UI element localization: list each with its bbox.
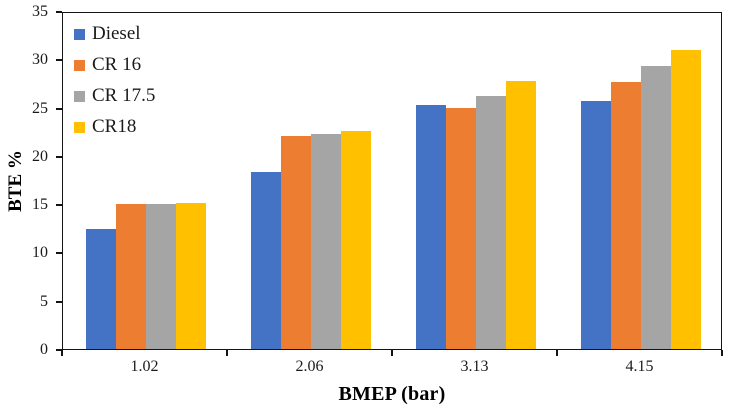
bar-cr-16-4.15: [610, 82, 641, 349]
x-tick-mark: [226, 350, 228, 356]
y-tick-label-30: 30: [32, 51, 48, 69]
bar-cr18-4.15: [670, 49, 701, 349]
legend-swatch-icon: [74, 59, 85, 71]
y-tick-mark: [56, 252, 62, 255]
bar-cr-16-1.02: [115, 204, 146, 349]
x-category-label-2.06: 2.06: [295, 358, 324, 375]
y-tick-label-20: 20: [32, 147, 48, 165]
x-tick-mark: [556, 350, 558, 356]
y-tick-label-5: 5: [40, 292, 48, 310]
x-tick-mark: [391, 350, 393, 356]
legend-entry-cr-16: CR 16: [74, 54, 155, 76]
y-tick-mark: [56, 155, 62, 158]
legend-label: CR 16: [92, 54, 142, 75]
legend-label: Diesel: [92, 23, 141, 44]
bar-cr18-3.13: [505, 80, 536, 349]
y-tick-label-0: 0: [40, 341, 48, 358]
plot-area: [62, 12, 722, 350]
y-tick-label-15: 15: [32, 196, 48, 214]
x-category-label-4.15: 4.15: [625, 358, 654, 375]
bar-cr-17.5-2.06: [310, 133, 341, 349]
bar-cr-17.5-3.13: [475, 95, 506, 349]
legend-swatch-icon: [74, 28, 85, 40]
bar-diesel-2.06: [250, 172, 281, 349]
bar-diesel-4.15: [580, 100, 611, 349]
bar-cr18-2.06: [340, 130, 371, 349]
legend-label: CR18: [92, 116, 137, 137]
legend-entry-diesel: Diesel: [74, 23, 155, 45]
y-tick-mark: [56, 107, 62, 110]
y-tick-mark: [56, 204, 62, 207]
legend: Diesel CR 16 CR 17.5 CR18: [74, 23, 155, 138]
x-category-label-3.13: 3.13: [460, 358, 489, 375]
legend-swatch-icon: [74, 90, 85, 102]
x-tick-mark: [721, 350, 723, 356]
x-category-label-1.02: 1.02: [130, 358, 159, 375]
bar-diesel-1.02: [85, 229, 116, 349]
legend-label: CR 17.5: [92, 85, 156, 106]
bar-cr-17.5-4.15: [640, 66, 671, 349]
legend-entry-cr18: CR18: [74, 116, 155, 138]
bar-cr-16-2.06: [280, 135, 311, 349]
y-tick-label-25: 25: [32, 99, 48, 117]
x-tick-mark: [61, 350, 63, 356]
bar-diesel-3.13: [415, 104, 446, 349]
legend-swatch-icon: [74, 121, 85, 133]
y-tick-mark: [56, 59, 62, 62]
y-tick-label-10: 10: [32, 244, 48, 262]
y-tick-mark: [56, 349, 62, 351]
legend-entry-cr-17.5: CR 17.5: [74, 85, 155, 107]
y-tick-label-35: 35: [32, 3, 48, 20]
bar-cr-16-3.13: [445, 107, 476, 349]
y-tick-mark: [56, 300, 62, 303]
y-tick-mark: [56, 11, 62, 13]
x-axis-title: BMEP (bar): [338, 383, 446, 405]
bar-cr18-1.02: [175, 203, 206, 349]
bar-cr-17.5-1.02: [145, 204, 176, 349]
